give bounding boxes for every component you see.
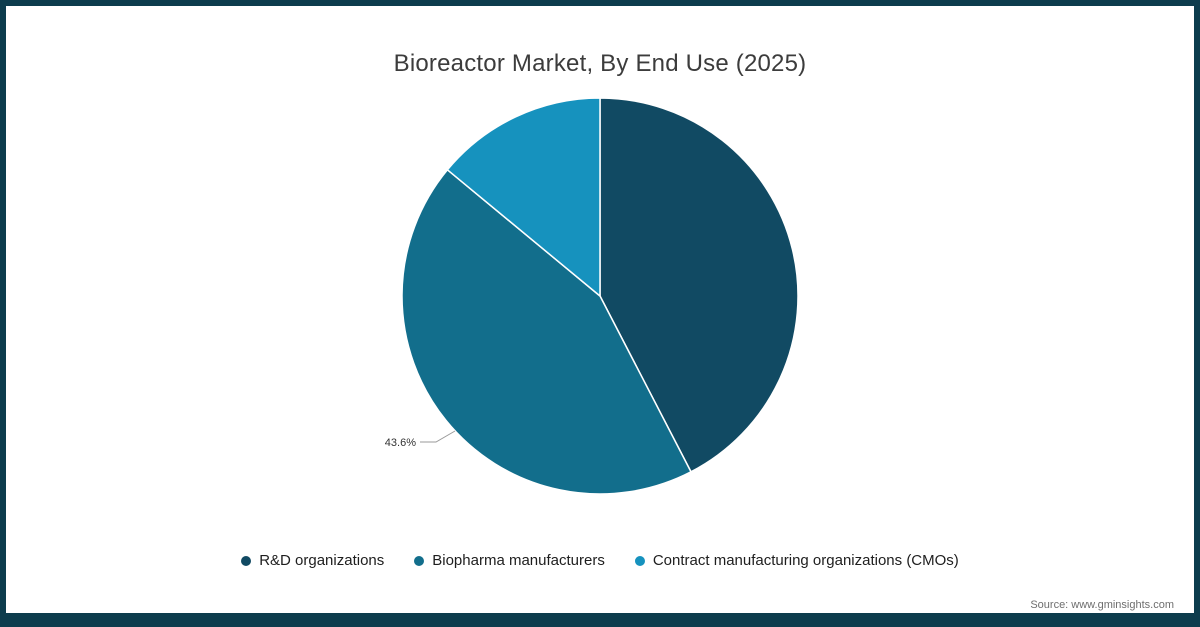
legend-marker <box>634 555 645 566</box>
legend-label: Biopharma manufacturers <box>432 552 605 569</box>
pie-slice-2 <box>446 97 601 298</box>
legend-label: R&D organizations <box>259 552 385 569</box>
source-attribution: Source: www.gminsights.com <box>1030 599 1174 611</box>
legend-item-rd: R&D organizations <box>241 552 384 569</box>
legend-marker <box>241 555 252 566</box>
pie-slice-1 <box>401 168 693 495</box>
pie-slice-0 <box>599 97 799 473</box>
legend-item-biopharma: Biopharma manufacturers <box>414 552 605 569</box>
chart-title: Bioreactor Market, By End Use (2025) <box>393 50 807 77</box>
legend: R&D organizations Biopharma manufacturer… <box>6 552 1194 569</box>
legend-label: Contract manufacturing organizations (CM… <box>652 552 959 569</box>
legend-item-cmo: Contract manufacturing organizations (CM… <box>634 552 959 569</box>
legend-marker <box>414 555 425 566</box>
pie-slices <box>401 97 799 495</box>
label-leader-line <box>420 430 456 443</box>
pie-chart: 43.6% <box>385 97 799 495</box>
slice-data-label: 43.6% <box>385 437 416 449</box>
